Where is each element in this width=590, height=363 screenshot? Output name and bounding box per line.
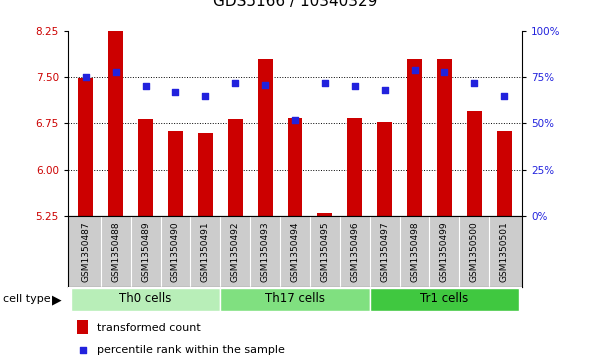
Point [350, 83, 359, 89]
Text: GSM1350491: GSM1350491 [201, 222, 210, 282]
Bar [317, 213, 332, 216]
Text: GSM1350495: GSM1350495 [320, 222, 329, 282]
Bar [258, 58, 273, 216]
Bar [348, 118, 362, 216]
Bar [467, 111, 482, 216]
Bar [437, 58, 452, 216]
Bar [78, 78, 93, 216]
Point [440, 69, 449, 74]
Point [231, 80, 240, 86]
Text: GSM1350489: GSM1350489 [141, 222, 150, 282]
Text: GSM1350488: GSM1350488 [111, 222, 120, 282]
Point [320, 80, 330, 86]
Bar [108, 25, 123, 216]
Bar [407, 59, 422, 216]
Bar [168, 131, 183, 216]
Text: GSM1350496: GSM1350496 [350, 222, 359, 282]
Text: GSM1350498: GSM1350498 [410, 222, 419, 282]
Bar [497, 131, 512, 216]
Text: GSM1350501: GSM1350501 [500, 222, 509, 282]
Text: ▶: ▶ [53, 293, 62, 306]
Text: transformed count: transformed count [97, 323, 201, 333]
Text: GSM1350492: GSM1350492 [231, 222, 240, 282]
Text: GSM1350493: GSM1350493 [261, 222, 270, 282]
Point [290, 117, 300, 123]
Text: GSM1350494: GSM1350494 [290, 222, 300, 282]
Text: cell type: cell type [3, 294, 51, 305]
Text: GSM1350499: GSM1350499 [440, 222, 449, 282]
Point [410, 67, 419, 73]
Bar [228, 119, 242, 216]
Point [81, 74, 90, 80]
Bar [198, 132, 213, 216]
Text: GSM1350490: GSM1350490 [171, 222, 180, 282]
Text: Tr1 cells: Tr1 cells [420, 293, 468, 306]
Point [201, 93, 210, 98]
Point [470, 80, 479, 86]
Point [500, 93, 509, 98]
Text: GSM1350500: GSM1350500 [470, 222, 479, 282]
Text: Th17 cells: Th17 cells [265, 293, 325, 306]
Point [111, 69, 120, 74]
Text: GSM1350487: GSM1350487 [81, 222, 90, 282]
Bar [138, 119, 153, 216]
Text: percentile rank within the sample: percentile rank within the sample [97, 345, 285, 355]
Text: GSM1350497: GSM1350497 [380, 222, 389, 282]
Point [380, 87, 389, 93]
Text: Th0 cells: Th0 cells [119, 293, 172, 306]
Text: GDS5166 / 10340329: GDS5166 / 10340329 [213, 0, 377, 9]
Bar [287, 118, 303, 216]
FancyBboxPatch shape [220, 288, 370, 311]
FancyBboxPatch shape [370, 288, 519, 311]
Point [171, 89, 180, 95]
Bar [77, 320, 88, 334]
FancyBboxPatch shape [71, 288, 220, 311]
Point [260, 82, 270, 87]
Bar [377, 122, 392, 216]
Point [78, 347, 87, 353]
Point [141, 83, 150, 89]
